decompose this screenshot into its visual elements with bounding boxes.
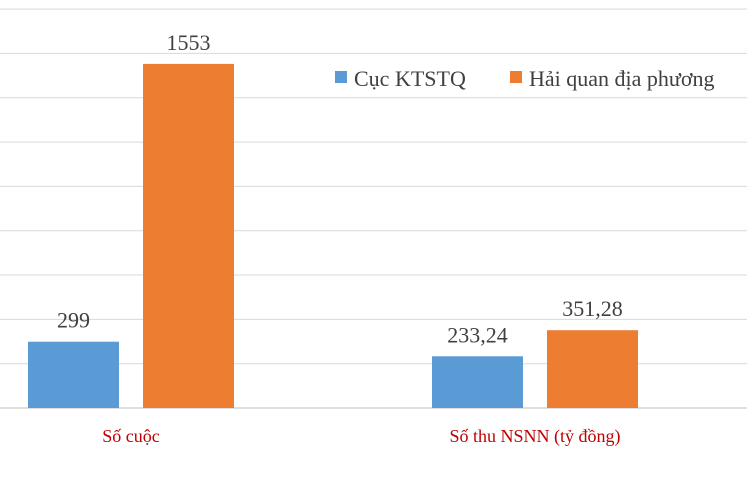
bar-hai-quan-dia-phuong-1: [547, 330, 638, 408]
bars: [28, 63, 638, 409]
data-label: 299: [57, 308, 90, 333]
legend-label: Cục KTSTQ: [354, 66, 466, 91]
legend-swatch: [335, 71, 347, 83]
bar-cuc-ktstq-1: [432, 356, 523, 408]
category-labels: Số cuộc Số thu NSNN (tỷ đồng): [102, 426, 620, 447]
bar-hai-quan-dia-phuong-0: [143, 63, 234, 409]
category-label: Số thu NSNN (tỷ đồng): [449, 426, 620, 447]
data-label: 233,24: [447, 322, 508, 347]
category-label: Số cuộc: [102, 426, 160, 446]
data-label: 1553: [167, 30, 211, 55]
legend: Cục KTSTQ Hải quan địa phương: [335, 66, 714, 91]
bar-cuc-ktstq-0: [28, 341, 119, 408]
legend-swatch: [510, 71, 522, 83]
gridlines: [0, 8, 747, 409]
legend-label: Hải quan địa phương: [529, 66, 714, 91]
value-labels: 299 1553 233,24 351,28: [57, 30, 623, 347]
data-label: 351,28: [562, 296, 623, 321]
